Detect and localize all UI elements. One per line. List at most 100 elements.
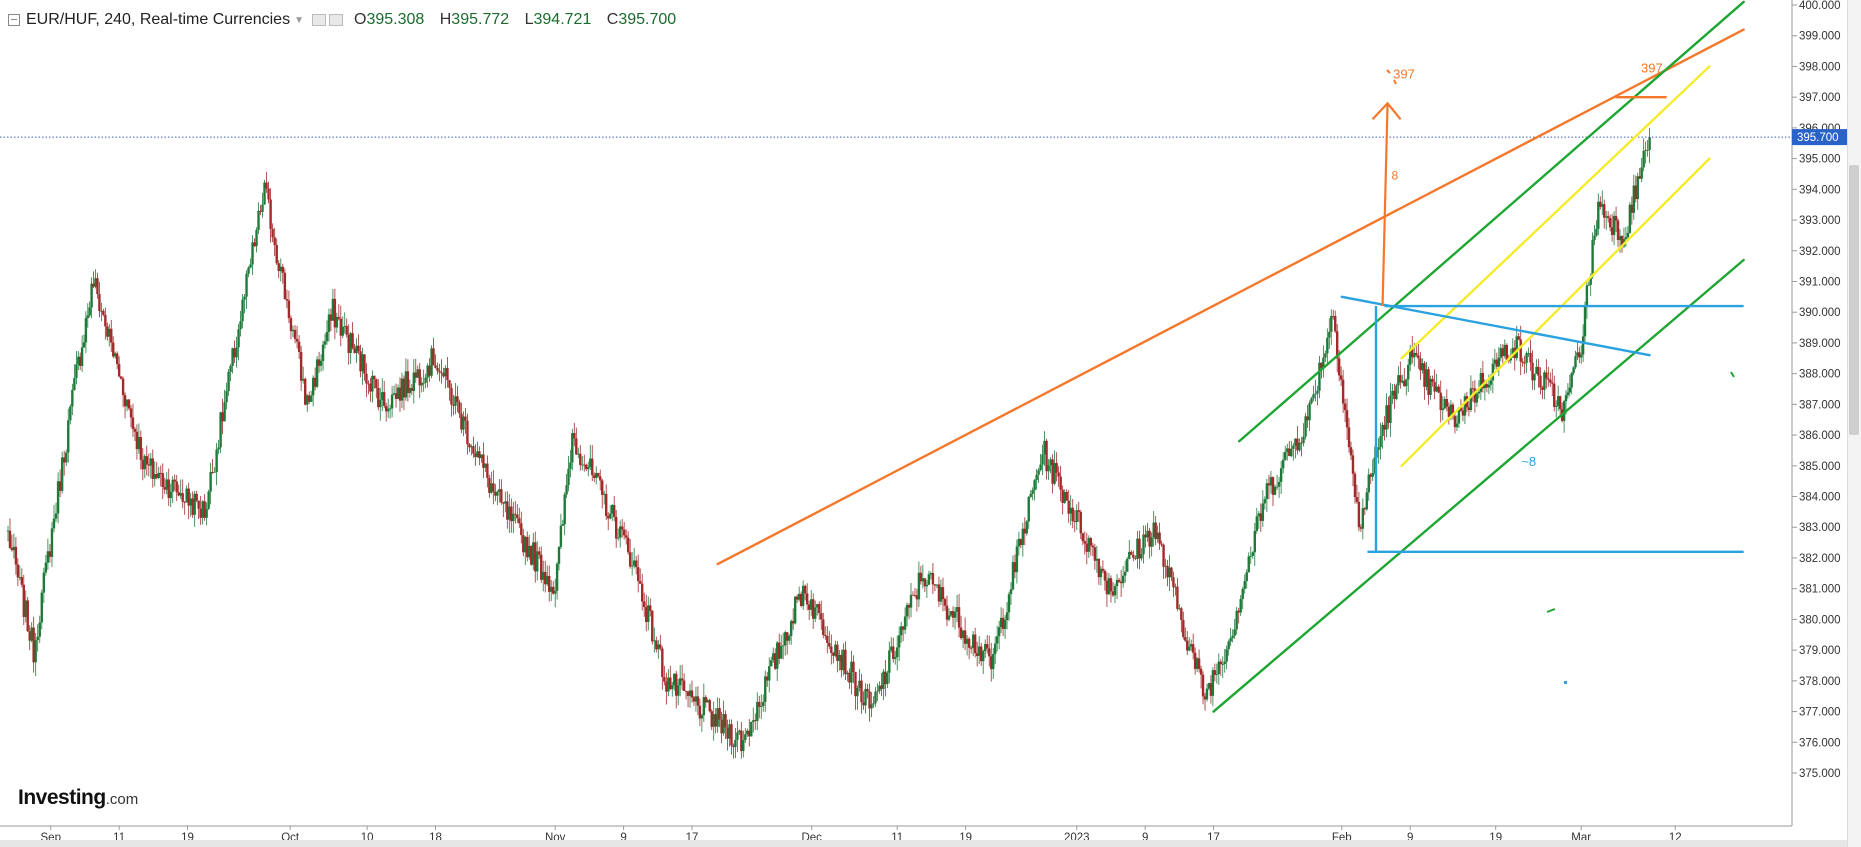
- candle: [65, 449, 68, 466]
- candle: [1310, 396, 1313, 405]
- candle: [32, 616, 35, 673]
- candle: [56, 472, 60, 524]
- candle: [1017, 531, 1021, 556]
- candle: [1136, 530, 1139, 569]
- candle: [772, 647, 775, 664]
- orange-trendline[interactable]: [716, 28, 1745, 566]
- candle: [1166, 559, 1169, 587]
- collapse-icon[interactable]: [8, 14, 20, 26]
- stray-mark: [1386, 69, 1391, 74]
- candle: [1379, 422, 1382, 460]
- candle: [343, 312, 346, 334]
- candle: [177, 484, 180, 497]
- close-icon[interactable]: [328, 14, 343, 26]
- candle: [1201, 671, 1205, 705]
- candle: [933, 584, 937, 592]
- candle: [1099, 565, 1103, 586]
- scrollbar-thumb[interactable]: [1849, 165, 1859, 435]
- candle: [671, 681, 674, 697]
- candle: [1363, 507, 1367, 516]
- annotation-label: ~8: [1521, 454, 1536, 469]
- candle: [632, 548, 636, 569]
- candle: [145, 445, 148, 476]
- candle: [990, 642, 993, 682]
- candle: [1335, 323, 1339, 373]
- candle: [688, 683, 692, 708]
- candle: [283, 268, 287, 300]
- candle: [333, 288, 337, 340]
- candle: [766, 671, 769, 687]
- candle: [770, 656, 773, 667]
- horizontal-scrollbar[interactable]: [0, 840, 1847, 847]
- candle: [1005, 602, 1009, 630]
- candle: [323, 333, 327, 349]
- candle: [738, 729, 741, 735]
- candle: [243, 293, 246, 314]
- green-trendline[interactable]: [1212, 258, 1745, 713]
- candle: [1267, 474, 1271, 500]
- high-value: 395.772: [451, 11, 510, 28]
- candle: [807, 600, 811, 621]
- candle: [48, 543, 52, 563]
- candle: [1011, 555, 1015, 591]
- candle: [1095, 545, 1099, 573]
- candle: [852, 655, 855, 684]
- candle: [269, 188, 272, 243]
- blue-trendline[interactable]: [1340, 295, 1651, 357]
- candle: [253, 238, 256, 247]
- candle: [1197, 649, 1201, 673]
- candle: [1391, 384, 1394, 404]
- candle: [416, 365, 419, 378]
- annotation-label: 397: [1641, 61, 1663, 76]
- candle: [1455, 415, 1459, 432]
- symbol-label[interactable]: EUR/HUF, 240, Real-time Currencies: [26, 11, 291, 28]
- green-trendline[interactable]: [1237, 0, 1745, 443]
- candle: [472, 436, 475, 458]
- candle: [762, 694, 765, 712]
- candle: [1009, 582, 1013, 605]
- candle: [955, 594, 959, 623]
- candle: [265, 171, 268, 193]
- y-tick-label: 395.000: [1799, 154, 1841, 166]
- yellow-trendline[interactable]: [1400, 65, 1711, 360]
- candle: [939, 579, 943, 606]
- drawings[interactable]: 8 397 397 ~8: [716, 0, 1745, 713]
- candle: [1324, 350, 1327, 363]
- candle: [530, 545, 533, 566]
- candle: [1031, 487, 1034, 501]
- candle: [71, 383, 74, 416]
- yellow-trendline[interactable]: [1400, 157, 1711, 467]
- measure-arrow[interactable]: [1381, 103, 1389, 307]
- settings-icon[interactable]: [311, 14, 326, 26]
- candle: [927, 570, 931, 586]
- candle: [718, 698, 721, 728]
- candle: [54, 502, 58, 522]
- candle: [388, 404, 392, 419]
- candle: [1203, 692, 1207, 711]
- chevron-down-icon[interactable]: ▼: [294, 14, 304, 26]
- candle: [363, 354, 366, 381]
- candle: [868, 683, 871, 722]
- candle: [299, 345, 303, 391]
- candle: [957, 594, 961, 638]
- candle: [1473, 380, 1477, 413]
- candle: [1401, 374, 1404, 384]
- candle: [680, 664, 684, 691]
- candle: [1081, 532, 1084, 546]
- candle: [982, 649, 985, 675]
- candle: [1195, 656, 1199, 672]
- candle: [426, 363, 429, 388]
- y-tick-label: 380.000: [1799, 614, 1841, 626]
- candle: [498, 479, 501, 503]
- candle: [1591, 232, 1594, 279]
- candle: [110, 319, 113, 352]
- candle: [803, 584, 807, 601]
- candle: [657, 639, 660, 659]
- candle: [534, 531, 537, 583]
- candle: [58, 469, 62, 498]
- candle: [882, 668, 885, 701]
- candle: [1073, 509, 1076, 533]
